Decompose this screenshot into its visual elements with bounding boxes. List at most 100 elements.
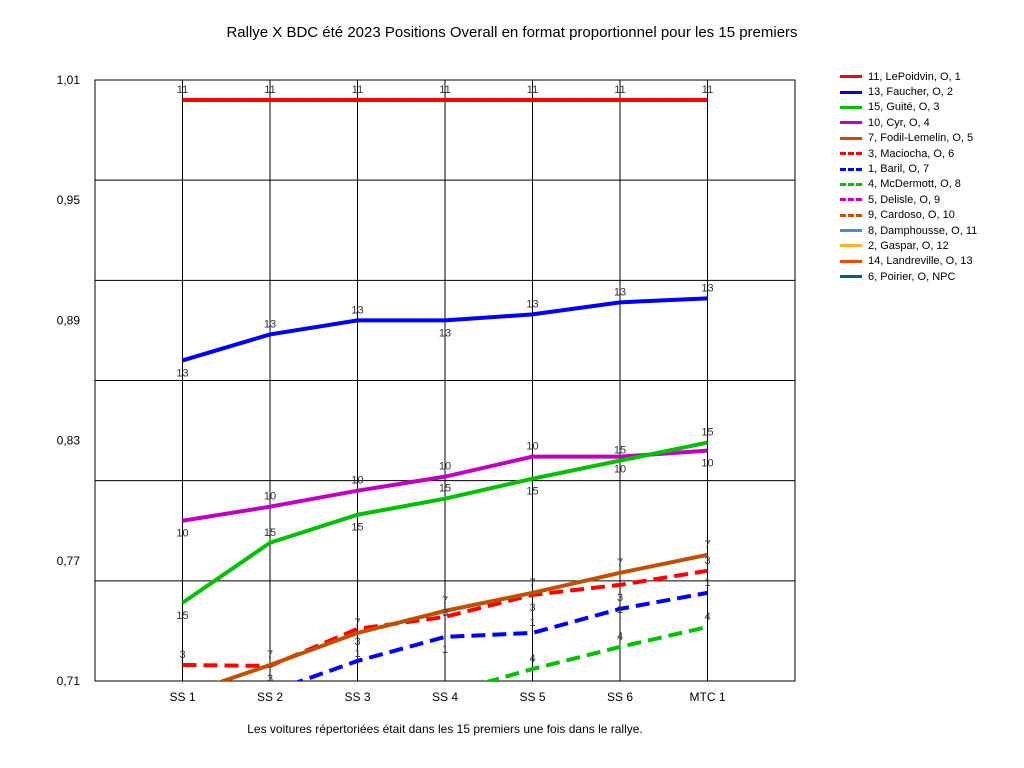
data-label: 11 bbox=[439, 84, 450, 96]
legend-swatch bbox=[840, 121, 862, 125]
footnote: Les voitures répertoriées était dans les… bbox=[247, 722, 643, 736]
legend-item: 13, Faucher, O, 2 bbox=[840, 84, 977, 99]
data-label: 11 bbox=[177, 84, 188, 96]
data-label: 1 bbox=[354, 648, 360, 660]
data-label: 13 bbox=[614, 286, 626, 298]
series-line bbox=[181, 296, 708, 363]
x-tick-label: MTC 1 bbox=[690, 690, 726, 704]
x-tick-label: SS 3 bbox=[344, 690, 370, 704]
data-label: 10 bbox=[264, 491, 276, 503]
data-label: 13 bbox=[264, 318, 276, 330]
data-label: 3 bbox=[617, 592, 623, 604]
legend-item: 7, Fodil-Lemelin, O, 5 bbox=[840, 131, 977, 146]
legend-item: 15, Guité, O, 3 bbox=[840, 100, 977, 115]
x-tick-label: SS 6 bbox=[607, 690, 633, 704]
legend-swatch bbox=[840, 244, 862, 248]
legend-label: 15, Guité, O, 3 bbox=[868, 101, 940, 114]
data-label: 13 bbox=[176, 367, 188, 379]
legend-item: 5, Delisle, O, 9 bbox=[840, 192, 977, 207]
legend-label: 6, Poirier, O, NPC bbox=[868, 270, 956, 283]
legend: 11, LePoidvin, O, 1 13, Faucher, O, 2 15, … bbox=[840, 69, 977, 284]
data-label: 4 bbox=[529, 653, 535, 665]
legend-label: 4, McDermott, O, 8 bbox=[868, 178, 961, 191]
data-label: 10 bbox=[351, 475, 363, 487]
legend-swatch bbox=[840, 90, 862, 94]
data-label: 10 bbox=[526, 441, 538, 453]
data-label: 15 bbox=[526, 486, 538, 498]
plot-frame bbox=[94, 79, 796, 682]
data-label: 4 bbox=[617, 631, 623, 643]
data-label: 11 bbox=[702, 84, 713, 96]
legend-label: 2, Gaspar, O, 12 bbox=[868, 239, 949, 252]
y-tick-label: 0,71 bbox=[57, 674, 81, 688]
legend-swatch bbox=[840, 105, 862, 109]
chart-title: Rallye X BDC été 2023 Positions Overall … bbox=[226, 24, 798, 41]
data-label: 11 bbox=[527, 84, 538, 96]
data-label: 1 bbox=[617, 604, 623, 616]
legend-label: 1, Baril, O, 7 bbox=[868, 163, 930, 176]
data-label: 3 bbox=[529, 602, 535, 614]
legend-item: 8, Damphousse, O, 11 bbox=[840, 223, 977, 238]
data-label: 7 bbox=[704, 539, 710, 551]
data-label: 10 bbox=[176, 528, 188, 540]
data-label: 11 bbox=[614, 84, 625, 96]
x-tick-label: SS 5 bbox=[519, 690, 545, 704]
data-label: 10 bbox=[614, 464, 626, 476]
data-label: 3 bbox=[354, 636, 360, 648]
legend-swatch bbox=[840, 75, 862, 79]
data-label: 13 bbox=[439, 327, 451, 339]
data-label: 13 bbox=[351, 304, 363, 316]
legend-swatch bbox=[840, 259, 862, 263]
x-tick-label: SS 4 bbox=[432, 690, 458, 704]
legend-label: 11, LePoidvin, O, 1 bbox=[868, 70, 961, 83]
data-label: 15 bbox=[439, 483, 451, 495]
data-label: 1 bbox=[442, 644, 448, 656]
legend-swatch bbox=[840, 198, 862, 202]
data-label: 7 bbox=[617, 557, 623, 569]
data-label: 15 bbox=[264, 527, 276, 539]
data-label: 3 bbox=[179, 649, 185, 661]
legend-label: 8, Damphousse, O, 11 bbox=[868, 224, 978, 237]
legend-item: 10, Cyr, O, 4 bbox=[840, 115, 977, 130]
legend-label: 3, Maciocha, O, 6 bbox=[868, 147, 955, 160]
legend-item: 11, LePoidvin, O, 1 bbox=[840, 69, 977, 84]
y-tick-label: 1,01 bbox=[57, 73, 81, 87]
y-tick-label: 0,89 bbox=[57, 313, 81, 327]
legend-item: 9, Cardoso, O, 10 bbox=[840, 208, 977, 223]
data-label: 3 bbox=[267, 673, 273, 685]
data-label: 15 bbox=[701, 427, 713, 439]
data-label: 15 bbox=[176, 610, 188, 622]
data-label: 7 bbox=[267, 649, 273, 661]
legend-swatch bbox=[840, 182, 862, 186]
data-label: 1 bbox=[704, 577, 710, 589]
legend-item: 1, Baril, O, 7 bbox=[840, 161, 977, 176]
legend-swatch bbox=[840, 213, 862, 217]
legend-swatch bbox=[840, 229, 862, 233]
data-label: 13 bbox=[526, 298, 538, 310]
legend-item: 4, McDermott, O, 8 bbox=[840, 177, 977, 192]
legend-item: 2, Gaspar, O, 12 bbox=[840, 238, 977, 253]
data-label: 10 bbox=[701, 458, 713, 470]
legend-item: 6, Poirier, O, NPC bbox=[840, 269, 977, 284]
data-label: 11 bbox=[352, 84, 363, 96]
data-label: 10 bbox=[439, 461, 451, 473]
legend-label: 10, Cyr, O, 4 bbox=[868, 116, 930, 129]
legend-item: 3, Maciocha, O, 6 bbox=[840, 146, 977, 161]
legend-label: 5, Delisle, O, 9 bbox=[868, 193, 941, 206]
x-tick-label: SS 2 bbox=[257, 690, 283, 704]
legend-swatch bbox=[840, 136, 862, 140]
data-label: 7 bbox=[354, 617, 360, 629]
legend-swatch bbox=[840, 152, 862, 156]
series-line bbox=[217, 552, 708, 681]
x-tick-label: SS 1 bbox=[169, 690, 195, 704]
legend-label: 7, Fodil-Lemelin, O, 5 bbox=[868, 132, 974, 145]
y-tick-label: 0,95 bbox=[57, 193, 81, 207]
legend-label: 13, Faucher, O, 2 bbox=[868, 86, 953, 99]
data-label: 7 bbox=[442, 595, 448, 607]
series-group: 1113101531113101573111310157311113101573… bbox=[176, 84, 714, 685]
series-line bbox=[182, 448, 708, 523]
data-label: 15 bbox=[614, 445, 626, 457]
legend-swatch bbox=[840, 167, 862, 171]
